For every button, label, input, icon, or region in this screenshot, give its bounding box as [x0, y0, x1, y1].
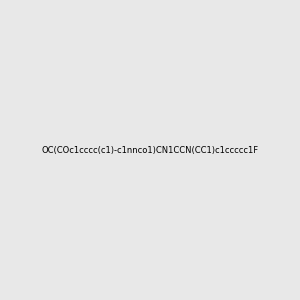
Text: OC(COc1cccc(c1)-c1nnco1)CN1CCN(CC1)c1ccccc1F: OC(COc1cccc(c1)-c1nnco1)CN1CCN(CC1)c1ccc… — [41, 146, 259, 154]
